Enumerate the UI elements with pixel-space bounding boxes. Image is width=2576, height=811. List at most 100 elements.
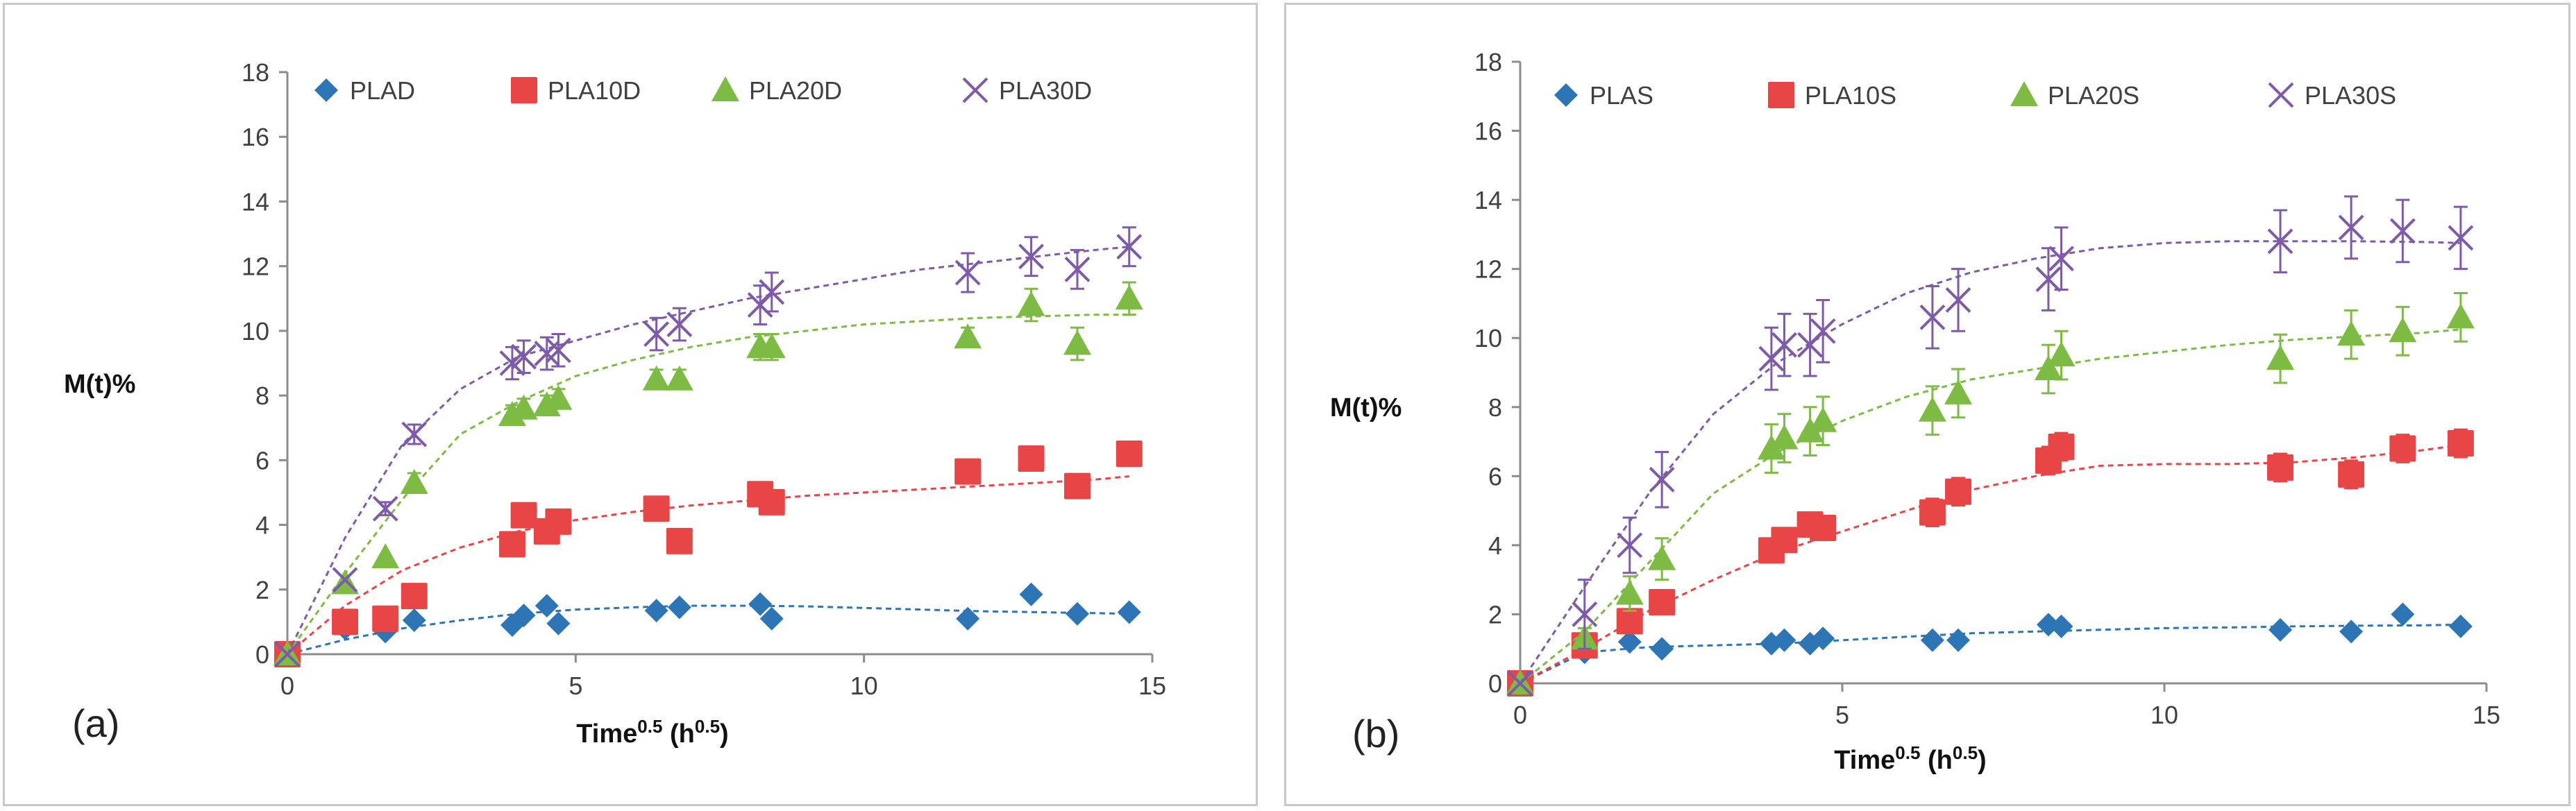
data-point-plas xyxy=(2339,620,2364,644)
data-point-pla30d xyxy=(372,495,398,522)
data-point-pla10s xyxy=(2389,435,2416,462)
data-point-pla20s xyxy=(1770,424,1799,450)
data-point-pla10d xyxy=(332,608,359,635)
y-axis-title-b: M(t)% xyxy=(1330,393,1401,422)
data-point-pla20s xyxy=(1615,579,1644,605)
series-plas xyxy=(1508,602,2473,695)
data-point-pla10d xyxy=(758,488,785,515)
panel-label-b: (b) xyxy=(1352,712,1399,755)
data-point-pla30d-stroke2 xyxy=(1018,244,1044,270)
legend-marker-pla20d xyxy=(712,76,739,101)
data-point-plas xyxy=(1811,626,1835,651)
data-point-pla20s xyxy=(1648,545,1676,570)
data-point-pla20d xyxy=(532,391,561,417)
x-tick-label-b: 15 xyxy=(2473,701,2500,729)
data-point-pla30s-stroke2 xyxy=(2448,225,2474,251)
data-point-pla30d-stroke2 xyxy=(511,343,537,370)
y-tick-label-a: 10 xyxy=(242,317,269,345)
y-tick-label-a: 12 xyxy=(242,253,269,281)
data-point-pla30d xyxy=(759,279,785,305)
data-point-pla30d xyxy=(666,311,693,337)
data-point-pla30s-stroke2 xyxy=(1771,332,1797,358)
data-point-pla30s-stroke2 xyxy=(1507,670,1533,697)
y-tick-label-b: 18 xyxy=(1474,48,1502,76)
data-point-pla30s-stroke2 xyxy=(2389,218,2416,244)
y-tick-label-a: 18 xyxy=(242,58,269,87)
legend-label-plad: PLAD xyxy=(350,76,415,105)
data-point-plad xyxy=(1066,601,1090,626)
series-pla30d xyxy=(274,226,1143,667)
data-point-pla10d xyxy=(1064,472,1091,500)
data-point-plas xyxy=(2391,602,2415,626)
data-point-pla20d xyxy=(665,365,693,391)
y-tick-label-b: 14 xyxy=(1474,186,1502,214)
data-point-pla30d xyxy=(545,337,571,364)
data-point-pla20d xyxy=(642,365,671,391)
data-point-pla30s xyxy=(2035,266,2062,293)
y-tick-label-b: 6 xyxy=(1488,462,1502,490)
panel-label-a: (a) xyxy=(72,701,119,745)
legend-marker-plas xyxy=(1554,83,1578,107)
data-point-pla20s xyxy=(2034,355,2062,381)
data-point-plas xyxy=(2268,617,2293,642)
legend-label-plas: PLAS xyxy=(1590,81,1653,110)
data-point-pla10d xyxy=(498,531,525,558)
data-point-pla30s-stroke2 xyxy=(1572,601,1598,627)
series-pla20d xyxy=(273,281,1143,665)
data-point-pla20s xyxy=(2337,321,2366,346)
data-point-plad xyxy=(1019,582,1043,606)
data-point-plas xyxy=(1650,637,1674,661)
y-tick-label-a: 2 xyxy=(255,576,269,604)
data-point-pla20s xyxy=(2047,341,2076,367)
data-point-pla10d xyxy=(372,605,399,632)
data-point-pla10s xyxy=(2338,461,2365,488)
data-point-pla30s xyxy=(1649,466,1675,493)
data-point-pla30s xyxy=(2267,228,2293,255)
data-point-pla10s xyxy=(2048,434,2075,461)
data-point-pla30d xyxy=(511,343,537,370)
y-tick-label-b: 0 xyxy=(1488,669,1502,698)
x-tick-label-b: 0 xyxy=(1513,701,1527,729)
data-point-pla30s xyxy=(1810,318,1836,344)
data-point-pla30s xyxy=(1945,287,1971,313)
data-point-pla20s xyxy=(1757,434,1785,460)
data-point-pla30s xyxy=(2448,225,2474,251)
y-tick-label-b: 2 xyxy=(1488,600,1502,629)
legend-label-pla20d: PLA20D xyxy=(749,76,842,105)
data-point-pla30s-stroke2 xyxy=(1919,304,1946,330)
y-tick-label-b: 8 xyxy=(1488,393,1502,422)
data-point-pla30d xyxy=(499,350,525,376)
x-axis-title-a: Time0.5 (h0.5) xyxy=(576,716,728,749)
panel-b-frame xyxy=(1284,3,2570,806)
x-tick-label-b: 10 xyxy=(2150,701,2178,729)
legend-label-pla10d: PLA10D xyxy=(548,76,641,105)
data-point-pla10s xyxy=(1649,589,1676,616)
legend-item-plas: PLAS xyxy=(1554,81,1653,110)
data-point-plad xyxy=(759,606,784,631)
legend-label-pla30d: PLA30D xyxy=(999,76,1092,105)
data-point-pla20d xyxy=(1017,291,1045,316)
x-tick-label-a: 15 xyxy=(1138,672,1166,700)
legend-marker-pla30s xyxy=(2268,82,2294,108)
data-point-pla10d xyxy=(401,583,428,610)
data-point-pla10d xyxy=(954,458,982,485)
data-point-pla30s xyxy=(1771,332,1797,358)
data-point-pla20d xyxy=(498,401,526,427)
x-tick-label-a: 10 xyxy=(850,672,878,700)
data-point-pla30s xyxy=(1919,304,1946,330)
series-pla20s xyxy=(1506,292,2475,694)
data-point-pla30s xyxy=(1617,532,1643,558)
data-point-pla20s xyxy=(1918,396,1946,422)
y-tick-label-a: 16 xyxy=(242,123,269,151)
chart-panel-b: 0 2 4 6 8 10 12 14 16 18 0 5 10 15 M(t)% Time0.5 (h0.5)… xyxy=(1330,48,2500,775)
data-point-pla30d xyxy=(1116,234,1143,260)
fit-curve-pla10s xyxy=(1519,444,2461,685)
data-point-plad xyxy=(748,592,773,616)
data-point-pla30s xyxy=(1507,670,1533,697)
data-point-pla30d-stroke2 xyxy=(954,259,981,286)
data-point-pla30d-stroke2 xyxy=(666,311,693,337)
legend-marker-plad xyxy=(314,78,338,102)
y-tick-label-a: 8 xyxy=(255,382,269,410)
data-point-pla30s-stroke2 xyxy=(2267,228,2293,255)
legend-marker-pla30s-stroke2 xyxy=(2268,82,2294,108)
